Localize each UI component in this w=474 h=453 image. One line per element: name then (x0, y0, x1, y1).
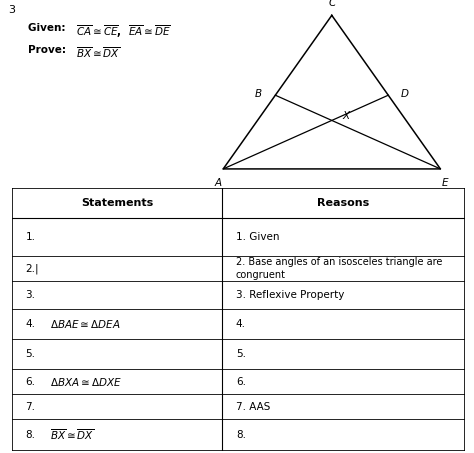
Text: 1.: 1. (26, 232, 36, 242)
Text: C: C (328, 0, 336, 8)
Text: 4.: 4. (26, 319, 36, 329)
Text: B: B (255, 89, 262, 99)
Text: Statements: Statements (81, 198, 153, 208)
Text: 5.: 5. (236, 349, 246, 359)
Text: X: X (343, 111, 350, 121)
Text: 6.: 6. (26, 377, 36, 387)
Text: Given:: Given: (28, 23, 69, 33)
Text: 2.|: 2.| (26, 264, 39, 274)
Text: 3.: 3. (26, 290, 36, 300)
Text: $\overline{BX} \cong \overline{DX}$: $\overline{BX} \cong \overline{DX}$ (76, 45, 120, 60)
Text: 3: 3 (8, 5, 15, 15)
Text: $\overline{BX}  \cong  \overline{DX}$: $\overline{BX} \cong \overline{DX}$ (50, 428, 95, 442)
Text: 5.: 5. (26, 349, 36, 359)
Text: $\overline{CA} \cong \overline{CE}$,  $\overline{EA} \cong \overline{DE}$: $\overline{CA} \cong \overline{CE}$, $\o… (76, 23, 171, 40)
Text: congruent: congruent (236, 270, 286, 280)
Text: Reasons: Reasons (317, 198, 370, 208)
Text: 4.: 4. (236, 319, 246, 329)
Text: E: E (442, 178, 448, 188)
Text: 8.: 8. (236, 430, 246, 440)
Text: Prove:: Prove: (28, 45, 70, 55)
Text: 1. Given: 1. Given (236, 232, 279, 242)
Text: 8.: 8. (26, 430, 36, 440)
Text: 3. Reflexive Property: 3. Reflexive Property (236, 290, 344, 300)
Text: A: A (215, 178, 222, 188)
Text: D: D (401, 89, 409, 99)
Text: 2. Base angles of an isosceles triangle are: 2. Base angles of an isosceles triangle … (236, 257, 442, 267)
Text: $\Delta BAE  \cong  \Delta DEA$: $\Delta BAE \cong \Delta DEA$ (50, 318, 121, 330)
Text: 6.: 6. (236, 377, 246, 387)
Text: 7. AAS: 7. AAS (236, 402, 270, 412)
Text: 7.: 7. (26, 402, 36, 412)
Text: $\Delta BXA  \cong  \Delta DXE$: $\Delta BXA \cong \Delta DXE$ (50, 376, 122, 388)
